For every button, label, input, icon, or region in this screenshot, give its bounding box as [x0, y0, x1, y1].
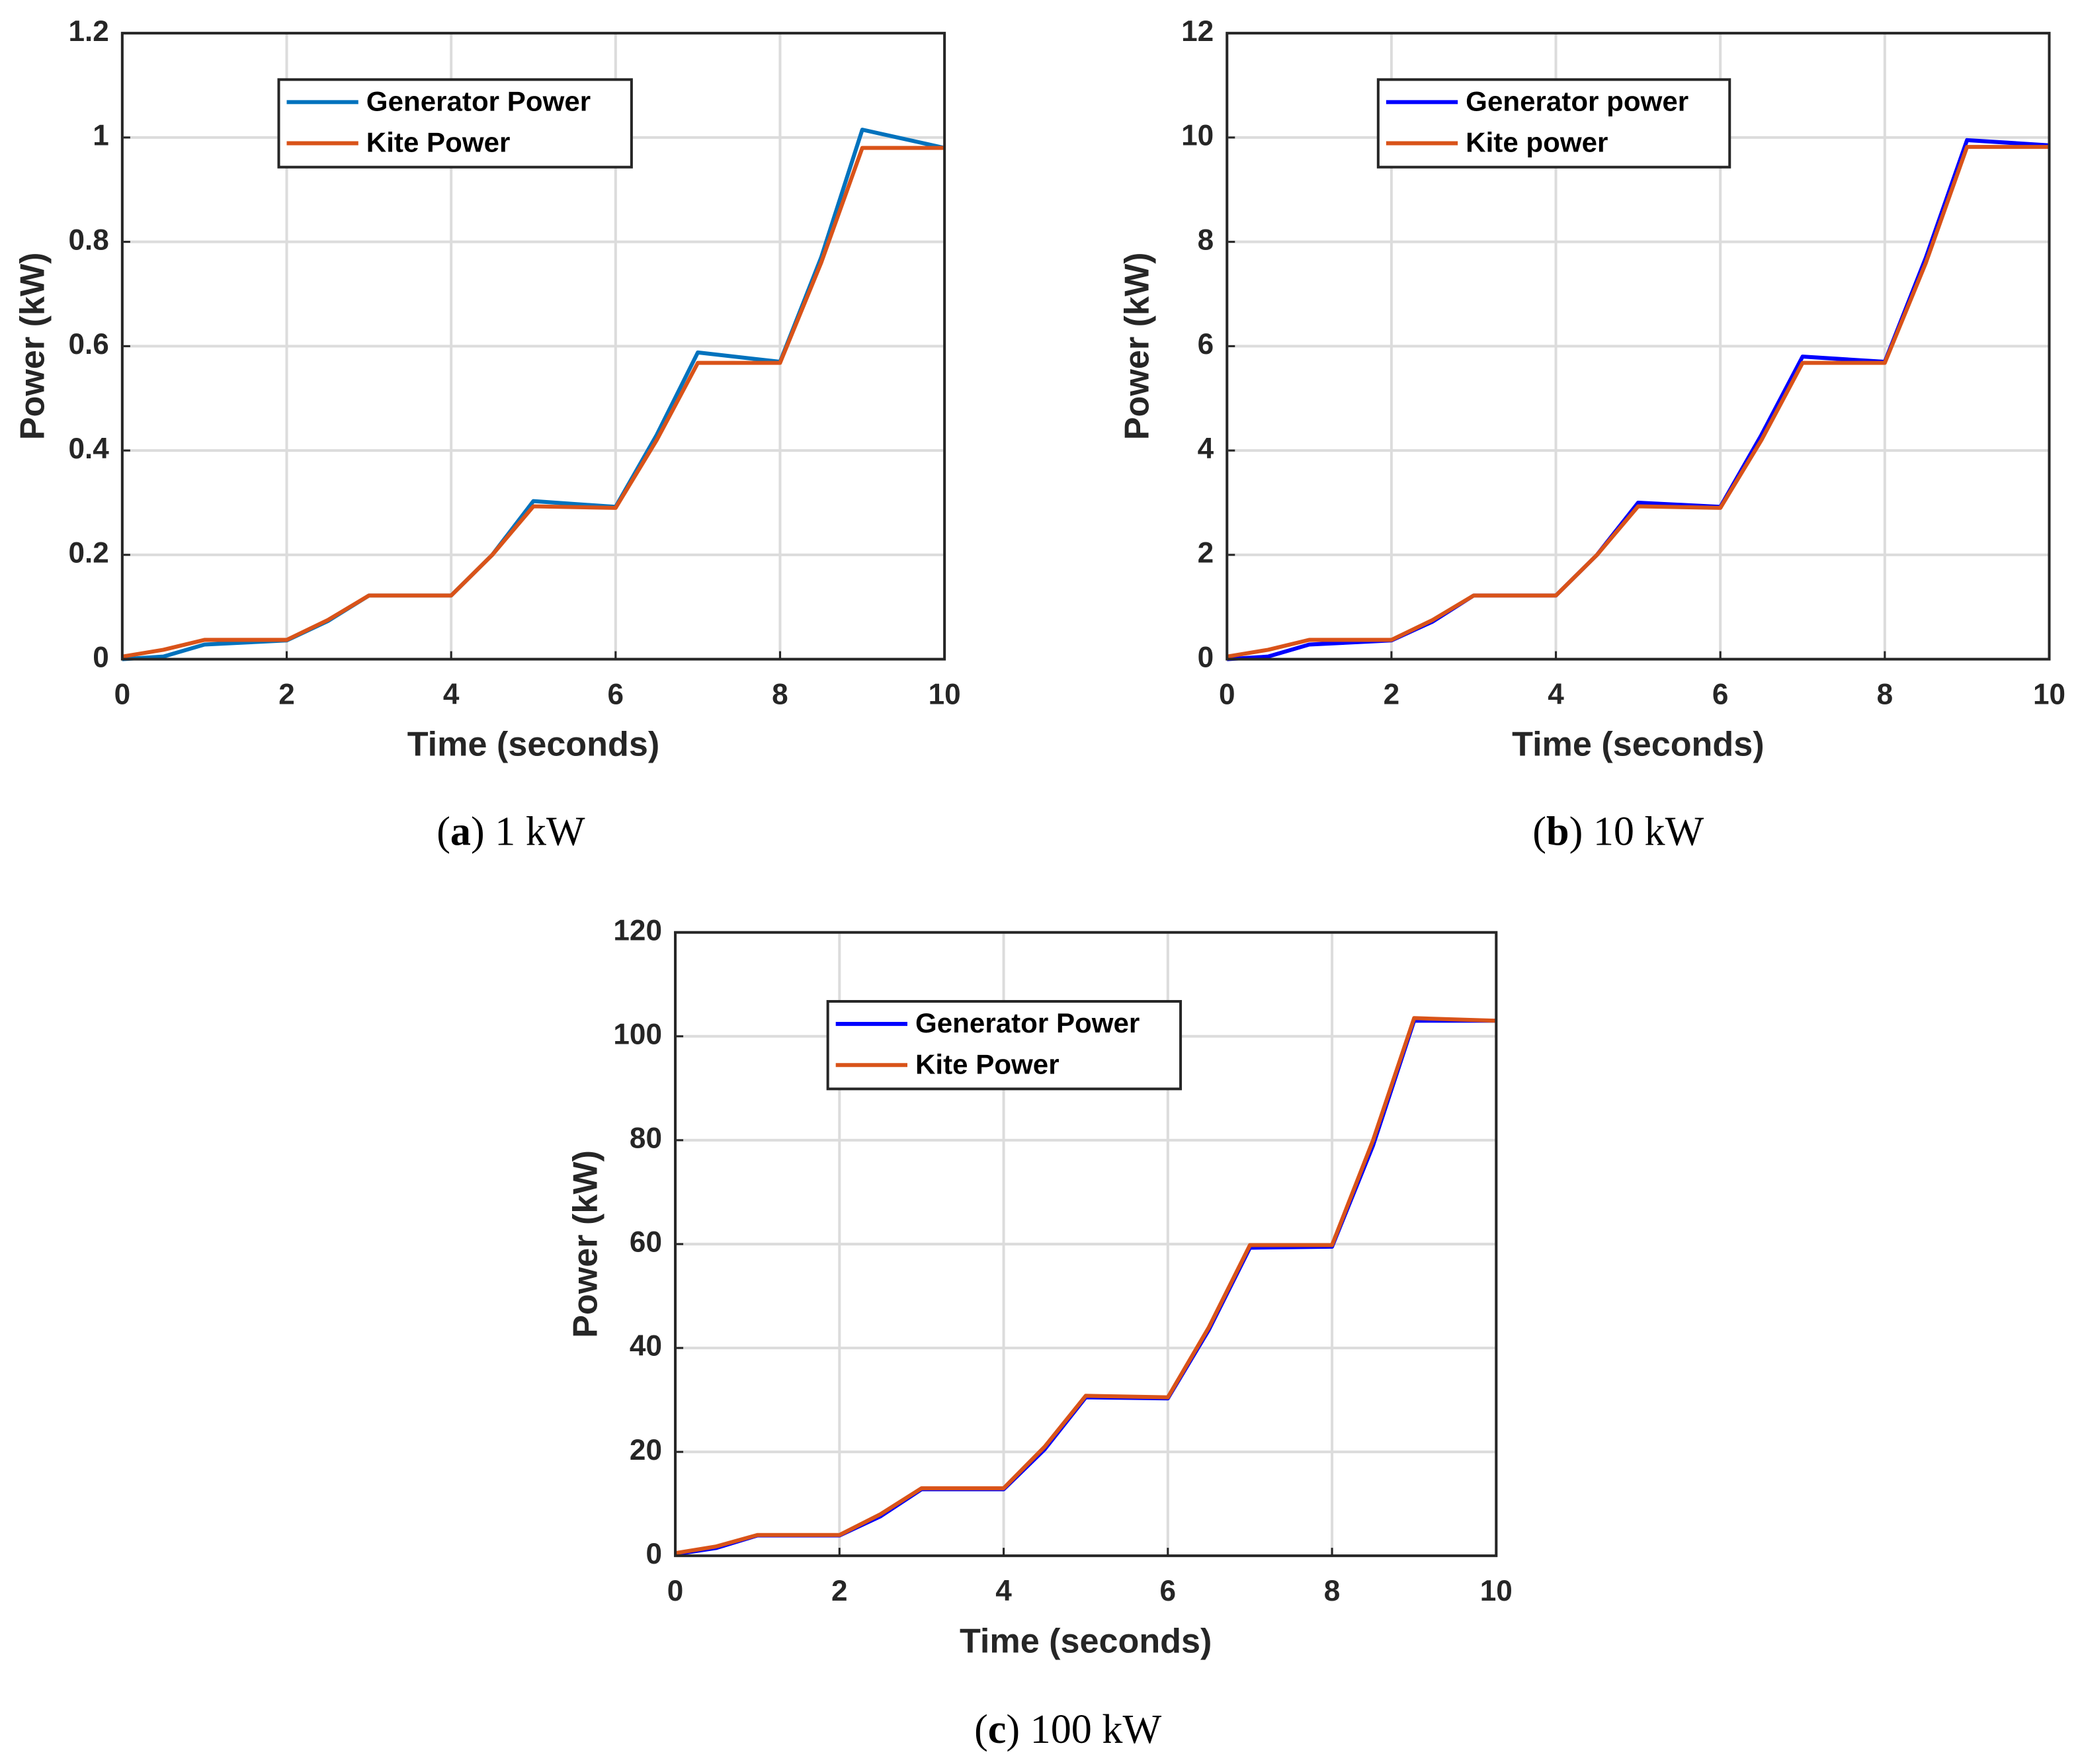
legend-label: Kite Power: [366, 127, 511, 158]
caption-part: b: [1546, 810, 1569, 855]
caption-part: ) 100 kW: [1006, 1707, 1161, 1752]
legend-label: Generator Power: [915, 1007, 1140, 1038]
y-tick-label: 60: [630, 1226, 662, 1259]
y-tick-label: 0.2: [68, 537, 108, 569]
y-tick-label: 10: [1181, 120, 1214, 152]
legend-label: Kite Power: [915, 1048, 1060, 1079]
caption: (c) 100 kW: [974, 1707, 1161, 1752]
caption-part: c: [988, 1707, 1007, 1752]
legend-box: [1376, 78, 1731, 169]
y-tick-label: 1: [93, 120, 109, 152]
x-tick-label: 10: [1480, 1575, 1513, 1607]
y-tick-label: 20: [630, 1434, 662, 1466]
x-tick-label: 6: [1712, 678, 1729, 710]
caption: (b) 10 kW: [1532, 810, 1704, 855]
legend-label: Kite power: [1466, 127, 1608, 158]
caption: (a) 1 kW: [437, 810, 585, 855]
y-tick-label: 80: [630, 1122, 662, 1155]
legend-label: Generator Power: [366, 86, 591, 117]
y-tick-label: 6: [1198, 328, 1214, 360]
y-tick-label: 12: [1181, 15, 1214, 48]
chart: 0 2 4 6 8 10 12 0 2 4 6 8 10 Time (seconds) Power (kW)…: [1118, 15, 2065, 855]
x-axis-label: Time (seconds): [407, 726, 659, 764]
x-tick-label: 10: [929, 678, 961, 710]
legend-label: Generator power: [1466, 86, 1688, 117]
y-tick-label: 40: [630, 1330, 662, 1363]
x-tick-label: 0: [667, 1575, 684, 1607]
x-tick-label: 6: [608, 678, 624, 710]
chart: 0 20 40 60 80 100 120 0 2 4 6 8 10 Time (seconds) Powe…: [566, 914, 1512, 1752]
x-tick-label: 2: [278, 678, 295, 710]
caption-part: (: [974, 1707, 988, 1752]
caption-part: (: [437, 810, 450, 855]
x-axis-label: Time (seconds): [960, 1622, 1212, 1660]
series-line: [1226, 145, 2050, 659]
series-line: [675, 1016, 1497, 1556]
y-tick-label: 2: [1198, 537, 1214, 569]
caption-part: ) 1 kW: [471, 810, 585, 855]
plot-frame: [1226, 32, 2051, 661]
caption-part: a: [450, 810, 471, 855]
legend-box: [826, 999, 1183, 1091]
y-tick-label: 4: [1198, 433, 1214, 465]
x-tick-label: 6: [1160, 1575, 1177, 1607]
y-tick-label: 0: [645, 1538, 662, 1570]
x-tick-label: 2: [1384, 678, 1400, 710]
y-tick-label: 100: [613, 1018, 662, 1050]
y-tick-label: 0.6: [68, 328, 108, 360]
plot-frame: [674, 931, 1498, 1558]
chart: 0 0.2 0.4 0.6 0.8 1 1.2 0 2 4 6 8 10 Time (seconds) Po…: [13, 15, 960, 855]
y-axis-label: Power (kW): [566, 1150, 604, 1338]
y-axis-label: Power (kW): [13, 252, 52, 440]
x-tick-label: 8: [1324, 1575, 1341, 1607]
x-tick-label: 0: [1219, 678, 1235, 710]
x-axis-label: Time (seconds): [1512, 726, 1764, 764]
x-tick-label: 2: [831, 1575, 848, 1607]
y-tick-label: 0: [93, 641, 109, 673]
caption-part: (: [1532, 810, 1546, 855]
y-tick-label: 1.2: [68, 15, 108, 48]
y-axis-label: Power (kW): [1118, 252, 1157, 440]
x-tick-label: 4: [443, 678, 460, 710]
x-tick-label: 8: [772, 678, 788, 710]
x-tick-label: 10: [2033, 678, 2065, 710]
x-tick-label: 4: [995, 1575, 1012, 1607]
plot-frame: [120, 32, 946, 661]
y-tick-label: 0.4: [68, 433, 109, 465]
x-tick-label: 8: [1877, 678, 1893, 710]
x-tick-label: 4: [1548, 678, 1564, 710]
y-tick-label: 120: [613, 914, 662, 946]
y-tick-label: 0: [1198, 641, 1214, 673]
legend-box: [277, 78, 633, 169]
x-tick-label: 0: [114, 678, 131, 710]
y-tick-label: 8: [1198, 224, 1214, 256]
caption-part: ) 10 kW: [1569, 810, 1704, 855]
series-line: [122, 146, 945, 659]
y-tick-label: 0.8: [68, 224, 108, 256]
